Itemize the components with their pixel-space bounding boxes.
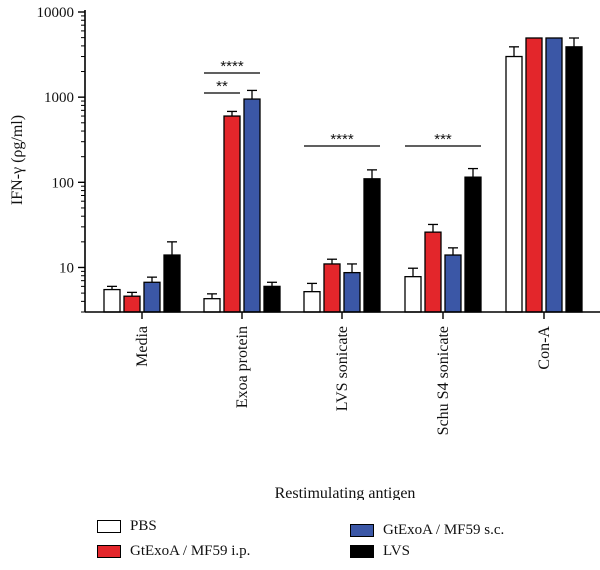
legend-swatch-pbs xyxy=(97,520,121,533)
bar xyxy=(505,55,523,313)
bar xyxy=(123,295,141,313)
bar xyxy=(103,288,121,313)
y-tick-label: 10 xyxy=(59,260,74,276)
bar xyxy=(363,178,381,313)
legend-label-sc: GtExoA / MF59 s.c. xyxy=(383,522,505,538)
y-tick-label: 100 xyxy=(52,175,75,191)
bar xyxy=(163,254,181,313)
bar xyxy=(303,291,321,313)
bar xyxy=(323,263,341,313)
legend-swatch-ip xyxy=(97,545,121,558)
bar xyxy=(404,276,422,313)
y-tick-label: 1000 xyxy=(44,90,74,106)
legend-swatch-sc xyxy=(350,524,374,537)
legend-label-lvs: LVS xyxy=(383,543,410,559)
bar xyxy=(565,46,583,313)
legend-item-lvs: LVS xyxy=(350,543,410,560)
legend: PBS GtExoA / MF59 i.p. GtExoA / MF59 s.c… xyxy=(0,508,600,570)
bar xyxy=(444,254,462,313)
bars-group xyxy=(103,37,583,313)
x-tick-label: Media xyxy=(134,326,151,367)
y-tick-label: 10000 xyxy=(37,5,75,21)
chart-area: 10 100 1000 10000 Media Exoa protein LVS sonic… xyxy=(9,5,600,500)
bar xyxy=(243,98,261,313)
significance-label: **** xyxy=(220,58,244,75)
legend-item-sc: GtExoA / MF59 s.c. xyxy=(350,522,504,539)
x-tick-label: Exoa protein xyxy=(234,326,251,408)
x-tick-label: LVS sonicate xyxy=(334,326,351,411)
legend-item-ip: GtExoA / MF59 i.p. xyxy=(97,543,250,560)
bar xyxy=(143,281,161,313)
x-tick-label: Con-A xyxy=(536,326,553,370)
x-tick-label: Schu S4 sonicate xyxy=(435,326,452,435)
error-bars-group xyxy=(107,37,579,299)
significance-label: ** xyxy=(216,78,228,95)
legend-item-pbs: PBS xyxy=(97,518,157,535)
bar xyxy=(424,231,442,313)
bar xyxy=(263,285,281,313)
legend-label-pbs: PBS xyxy=(130,518,157,534)
bar xyxy=(203,298,221,313)
legend-label-ip: GtExoA / MF59 i.p. xyxy=(130,543,251,559)
bar xyxy=(223,115,241,313)
bar xyxy=(545,37,563,313)
legend-swatch-lvs xyxy=(350,545,374,558)
significance-label: **** xyxy=(330,131,354,148)
significance-group: ********** *** xyxy=(204,58,481,148)
significance-label: *** xyxy=(434,131,452,148)
axes-group: 10 100 1000 10000 Media Exoa protein LVS sonic… xyxy=(37,5,600,435)
bar xyxy=(343,271,361,313)
bar xyxy=(464,176,482,313)
y-axis-title: IFN-γ (ρg/ml) xyxy=(9,115,26,205)
bar xyxy=(525,37,543,313)
x-axis-title: Restimulating antigen xyxy=(275,485,416,500)
